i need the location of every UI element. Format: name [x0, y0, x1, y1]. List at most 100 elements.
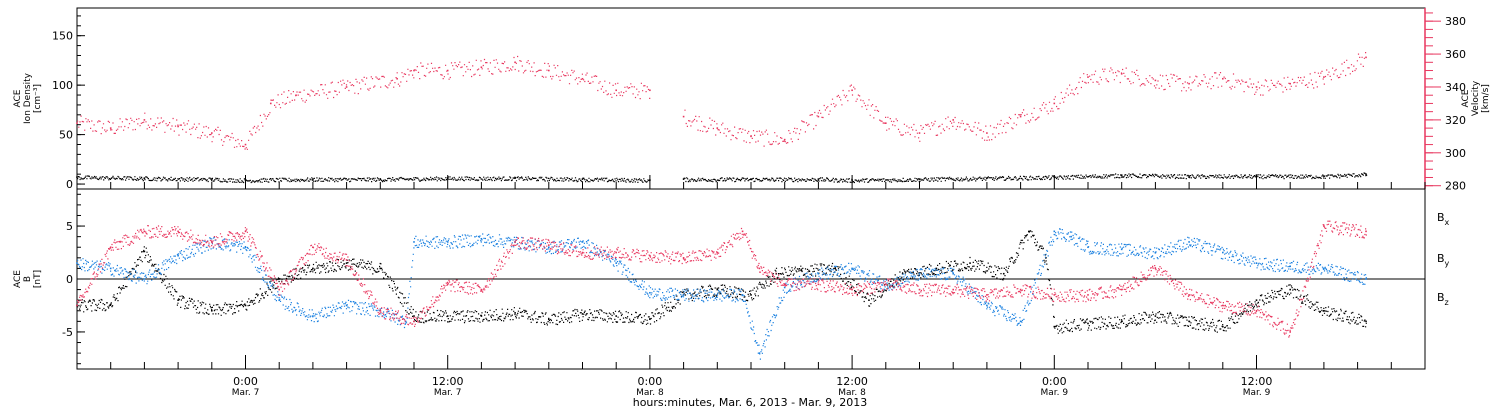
velocity-point [480, 66, 483, 69]
bx-point [750, 294, 752, 296]
by-point [278, 299, 280, 301]
by-point [1070, 235, 1072, 238]
by-point [1120, 248, 1123, 251]
time-tick-label: 0:00 [1042, 375, 1067, 388]
bx-point [480, 315, 483, 317]
by-point [986, 304, 988, 307]
bx-point [548, 318, 550, 321]
density-velocity-panel-frame [76, 7, 1426, 190]
by-point [312, 315, 314, 317]
velocity-point [952, 119, 954, 121]
by-point [783, 286, 786, 289]
legend-subscript: x [1445, 218, 1450, 227]
bx-point [514, 312, 516, 314]
velocity-point [817, 115, 820, 118]
time-tick-label: 0:00 [638, 375, 663, 388]
bx-point [1053, 325, 1056, 328]
field-ytick-label: 0 [66, 273, 73, 286]
by-series [76, 228, 1367, 360]
velocity-ytick-label: 320 [1445, 114, 1466, 127]
velocity-point [177, 125, 179, 128]
by-point [480, 237, 483, 240]
bx-point [1289, 288, 1291, 291]
density-point [312, 178, 314, 180]
bz-point [783, 283, 786, 286]
density-ytick-label: 0 [66, 178, 73, 191]
density-ytick-label: 100 [52, 79, 73, 92]
velocity-point [1323, 76, 1325, 78]
time-tick-label: 12:00 [836, 375, 868, 388]
bx-point [1154, 315, 1157, 317]
velocity-point [211, 132, 213, 134]
bx-point [345, 262, 348, 264]
velocity-point [750, 135, 752, 138]
bx-point [615, 315, 617, 317]
bx-point [868, 299, 870, 301]
bz-point [177, 230, 179, 233]
velocity-point [1365, 56, 1367, 59]
bx-point [581, 313, 584, 315]
bz-point [1154, 267, 1157, 270]
bz-point [413, 320, 415, 323]
bz-point [649, 254, 651, 257]
bx-point [800, 269, 803, 272]
bz-point [379, 309, 382, 312]
density-series [76, 172, 1368, 184]
density-point [918, 178, 921, 180]
by-point [177, 254, 179, 257]
date-tick-label: Mar. 8 [838, 388, 866, 398]
by-texture [77, 228, 1367, 360]
velocity-point [143, 119, 146, 121]
density-point [682, 178, 685, 180]
magnetic-field-ylabel: ACEB[nT] [13, 270, 43, 288]
bz-point [211, 241, 213, 243]
density-ytick-label: 50 [59, 129, 73, 142]
bx-point [1222, 325, 1224, 328]
bz-series [76, 220, 1367, 338]
velocity-point [548, 69, 550, 72]
velocity-point [716, 127, 719, 129]
bz-point [244, 230, 247, 233]
time-tick-label: 0:00 [233, 375, 258, 388]
date-tick-label: Mar. 7 [232, 388, 260, 398]
velocity-series [76, 52, 1367, 150]
by-point [851, 267, 853, 270]
velocity-point [1087, 76, 1089, 78]
by-point [345, 304, 348, 307]
by-point [649, 291, 651, 294]
bx-point [935, 267, 938, 270]
velocity-texture [77, 52, 1367, 150]
bz-point [1323, 225, 1325, 227]
bx-point [143, 250, 146, 253]
bx-point [413, 315, 415, 317]
legend-subscript: z [1445, 298, 1449, 307]
legend-subscript: y [1445, 259, 1450, 268]
velocity-point [615, 89, 617, 92]
bz-point [1255, 309, 1258, 312]
by-point [413, 241, 415, 243]
ylabel-line: ACE [1461, 89, 1471, 107]
bx-point [834, 267, 837, 270]
density-velocity-plot-area [76, 52, 1368, 184]
by-point [682, 294, 685, 296]
by-point [1188, 241, 1190, 243]
by-point [952, 272, 954, 275]
velocity-point [682, 115, 685, 118]
bx-point [1365, 320, 1367, 323]
velocity-point [581, 77, 584, 80]
bz-point [1289, 331, 1291, 333]
ylabel-line: Velocity [1471, 80, 1481, 116]
bz-point [109, 246, 112, 249]
date-tick-label: Mar. 7 [434, 388, 462, 398]
density-texture [77, 172, 1368, 184]
x-axis-label: hours:minutes, Mar. 6, 2013 - Mar. 9, 20… [633, 396, 868, 409]
bz-point [278, 288, 280, 291]
bz-point [480, 288, 483, 291]
bz-point [514, 241, 516, 243]
density-point [211, 178, 213, 180]
date-tick-label: Mar. 9 [1243, 388, 1271, 398]
velocity-point [1120, 73, 1123, 75]
bx-point [1087, 322, 1089, 325]
